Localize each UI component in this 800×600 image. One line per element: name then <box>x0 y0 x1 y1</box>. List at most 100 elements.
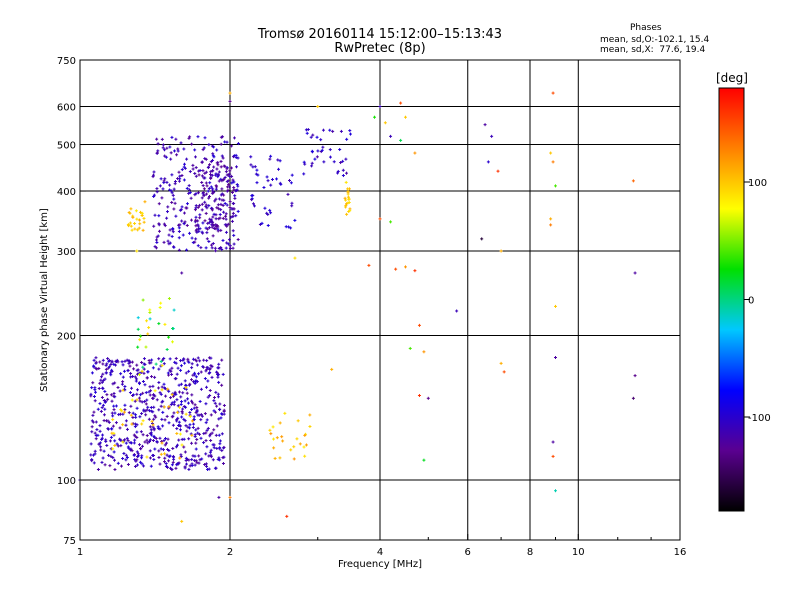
data-point <box>222 445 226 449</box>
data-point <box>289 181 293 185</box>
data-point <box>161 448 165 452</box>
data-point <box>201 169 205 173</box>
data-point <box>155 137 159 141</box>
data-point <box>346 201 350 205</box>
data-point <box>169 396 173 400</box>
chart-subtitle: RwPretec (8p) <box>334 41 426 56</box>
data-point <box>103 400 107 404</box>
data-point <box>214 227 218 231</box>
data-point <box>106 427 110 431</box>
data-point <box>228 206 232 210</box>
data-point <box>173 392 177 396</box>
data-point <box>422 350 426 354</box>
data-point <box>205 365 209 369</box>
data-point <box>208 434 212 438</box>
data-point <box>157 223 161 227</box>
data-point <box>269 154 273 158</box>
data-point <box>328 155 332 159</box>
data-point <box>187 467 191 471</box>
data-point <box>486 160 490 164</box>
data-point <box>193 433 197 437</box>
data-point <box>219 228 223 232</box>
data-point <box>132 393 136 397</box>
data-point <box>290 201 294 205</box>
data-point <box>204 385 208 389</box>
data-point <box>231 246 235 250</box>
data-point <box>142 216 146 220</box>
data-point <box>155 440 159 444</box>
data-point <box>171 446 175 450</box>
data-point <box>121 412 125 416</box>
data-point <box>190 378 194 382</box>
data-point <box>208 450 212 454</box>
data-point <box>112 391 116 395</box>
data-point <box>344 203 348 207</box>
data-point <box>210 173 214 177</box>
data-point <box>156 426 160 430</box>
data-point <box>105 443 109 447</box>
data-point <box>187 360 191 364</box>
data-point <box>217 362 221 366</box>
data-point <box>225 203 229 207</box>
data-point <box>160 441 164 445</box>
data-point <box>166 205 170 209</box>
data-point <box>222 403 226 407</box>
data-point <box>140 444 144 448</box>
data-point <box>198 227 202 231</box>
data-point <box>212 396 216 400</box>
data-point <box>95 367 99 371</box>
data-point <box>218 213 222 217</box>
data-point <box>194 441 198 445</box>
data-point <box>197 173 201 177</box>
data-point <box>219 412 223 416</box>
data-point <box>113 458 117 462</box>
data-point <box>164 462 168 466</box>
data-point <box>101 433 105 437</box>
data-point <box>162 356 166 360</box>
data-point <box>116 386 120 390</box>
data-point <box>230 190 234 194</box>
data-point <box>310 164 314 168</box>
data-point <box>226 222 230 226</box>
data-point <box>212 155 216 159</box>
data-point <box>191 401 195 405</box>
data-point <box>204 462 208 466</box>
data-point <box>196 426 200 430</box>
data-point <box>173 182 177 186</box>
data-point <box>194 174 198 178</box>
data-point <box>207 143 211 147</box>
data-point <box>266 179 270 183</box>
data-point <box>319 138 323 142</box>
data-point <box>191 373 195 377</box>
data-point <box>163 224 167 228</box>
data-point <box>288 178 292 182</box>
data-point <box>211 234 215 238</box>
data-point <box>212 145 216 149</box>
data-point <box>121 423 125 427</box>
data-point <box>105 362 109 366</box>
data-point <box>127 359 131 363</box>
data-point <box>191 357 195 361</box>
data-point <box>206 379 210 383</box>
data-point <box>213 401 217 405</box>
data-point <box>93 452 97 456</box>
data-point <box>268 208 272 212</box>
data-point <box>344 198 348 202</box>
data-point <box>109 363 113 367</box>
data-point <box>145 319 149 323</box>
data-point <box>216 173 220 177</box>
data-point <box>169 403 173 407</box>
y-tick-label: 75 <box>63 536 76 547</box>
data-point <box>160 196 164 200</box>
data-point <box>214 184 218 188</box>
data-point <box>183 361 187 365</box>
data-point <box>164 394 168 398</box>
data-point <box>631 396 635 400</box>
data-point <box>188 191 192 195</box>
data-point <box>196 244 200 248</box>
data-point <box>171 230 175 234</box>
data-point <box>148 438 152 442</box>
data-point <box>196 219 200 223</box>
data-point <box>502 370 506 374</box>
data-point <box>190 408 194 412</box>
